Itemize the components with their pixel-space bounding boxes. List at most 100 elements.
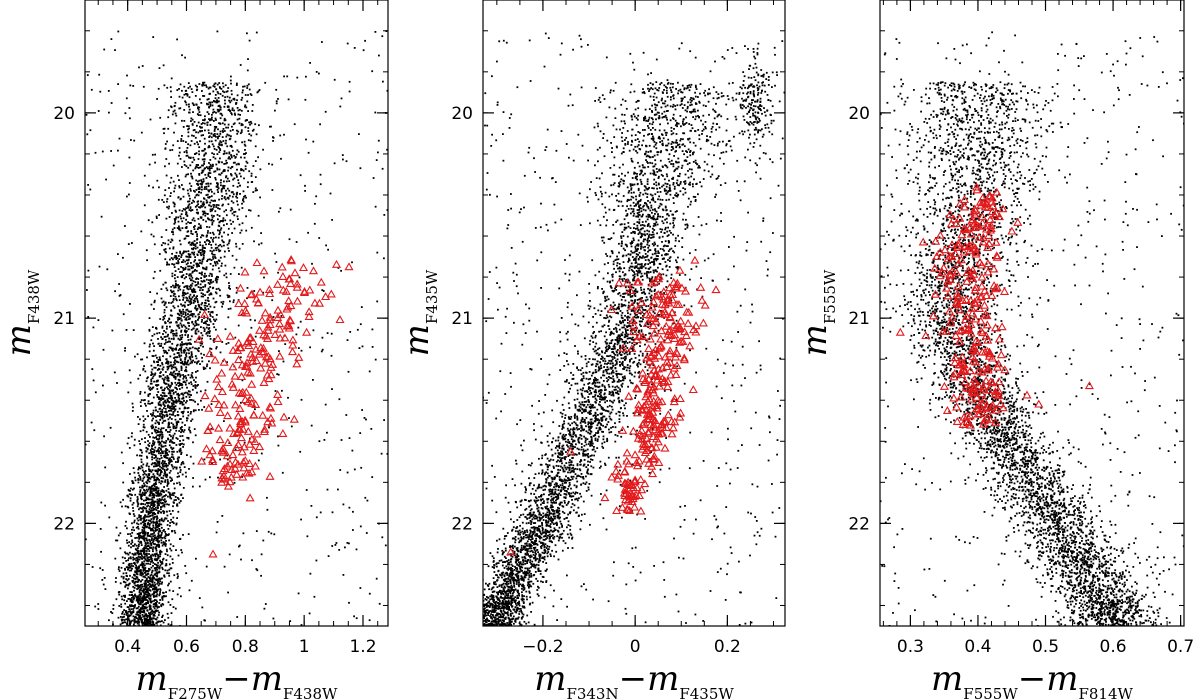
star-point [128, 156, 131, 159]
star-point [197, 194, 200, 197]
star-point [147, 395, 150, 397]
star-point [165, 469, 168, 471]
star-point [173, 370, 176, 373]
star-point [221, 220, 224, 222]
star-point [153, 599, 156, 601]
star-point [192, 217, 195, 220]
star-point [169, 241, 172, 243]
star-point [355, 617, 358, 620]
star-point [230, 144, 233, 147]
star-point [147, 622, 150, 625]
star-point [146, 532, 149, 535]
star-point [147, 402, 150, 405]
star-point [167, 397, 170, 399]
star-point [163, 343, 166, 345]
star-point [201, 244, 204, 247]
star-point [159, 564, 162, 567]
star-point [202, 258, 205, 261]
star-point [237, 324, 240, 327]
star-point [195, 328, 198, 331]
star-point [190, 310, 192, 313]
star-point [231, 232, 233, 234]
star-point [223, 185, 226, 187]
star-point [144, 580, 147, 583]
star-point [184, 343, 186, 345]
star-point [183, 330, 186, 333]
star-point [144, 499, 147, 502]
star-point [146, 515, 149, 518]
star-point [230, 135, 232, 138]
star-point [212, 256, 214, 258]
star-point [117, 253, 119, 255]
star-point [147, 580, 150, 582]
star-point [195, 262, 198, 265]
star-point [208, 167, 211, 170]
star-point [173, 432, 176, 435]
star-point [139, 574, 142, 576]
star-point [269, 125, 271, 128]
star-point [207, 175, 210, 177]
star-point [143, 571, 146, 574]
star-point [377, 151, 379, 154]
star-point [134, 476, 136, 479]
star-point [187, 390, 190, 392]
star-point [144, 437, 146, 439]
star-point [346, 42, 349, 45]
star-point [169, 314, 172, 317]
star-point [124, 557, 126, 560]
star-point [159, 428, 162, 431]
star-point [189, 273, 192, 276]
star-point [186, 308, 189, 311]
star-point [255, 133, 258, 136]
star-point [185, 572, 188, 575]
star-point [176, 38, 178, 41]
star-point [127, 606, 130, 608]
star-point [183, 268, 185, 270]
star-point [192, 441, 194, 444]
star-point [142, 599, 145, 602]
star-point [208, 240, 210, 242]
star-point [195, 179, 198, 182]
star-point [125, 634, 127, 636]
star-point [199, 140, 201, 143]
star-point [85, 443, 87, 446]
star-point [129, 117, 131, 120]
star-point [153, 617, 155, 620]
star-point [258, 89, 261, 91]
star-point [180, 451, 183, 454]
star-point [152, 484, 155, 487]
star-point [145, 629, 147, 631]
star-point [176, 457, 179, 460]
star-point [231, 149, 234, 152]
star-point [208, 162, 210, 164]
star-point [131, 581, 134, 583]
star-point [240, 175, 242, 178]
star-point [164, 500, 166, 503]
star-point [170, 329, 173, 332]
star-point [254, 189, 257, 192]
star-point [213, 170, 216, 173]
star-point [219, 256, 222, 259]
star-point [189, 286, 192, 289]
star-point [158, 535, 161, 537]
star-point [180, 347, 183, 350]
star-point [160, 469, 162, 472]
star-point [165, 440, 168, 442]
star-point [346, 471, 349, 474]
star-point [157, 403, 160, 406]
star-point [179, 271, 181, 273]
star-point [216, 278, 219, 281]
star-point [376, 251, 379, 254]
star-point [153, 502, 155, 504]
star-point [226, 361, 228, 364]
star-point [185, 383, 187, 386]
star-point [181, 386, 184, 389]
star-point [146, 631, 148, 633]
star-point [181, 442, 183, 445]
star-point [139, 507, 142, 509]
star-point [187, 310, 190, 313]
star-point [125, 630, 127, 632]
star-point [138, 594, 141, 596]
star-point [162, 403, 165, 405]
